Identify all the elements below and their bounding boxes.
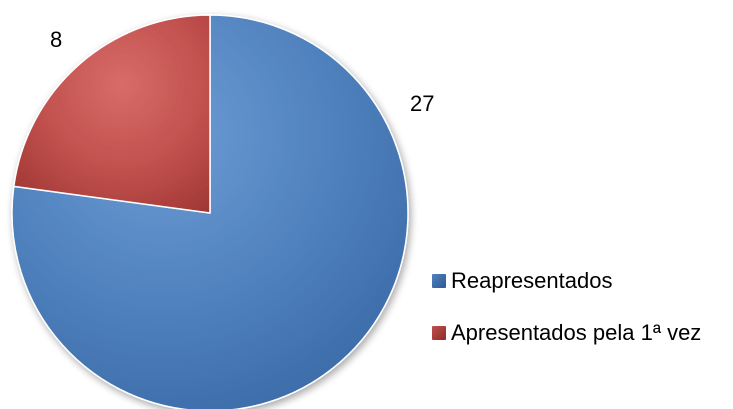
pie-slice-apresentados-pela-1-vez: [13, 14, 211, 214]
pie-slices: [11, 14, 409, 409]
legend-label-reapresentados: Reapresentados: [451, 268, 613, 293]
legend-label-apresentados: Apresentados pela 1ª vez: [451, 320, 702, 345]
legend-swatch-blue-icon: [432, 274, 446, 288]
legend-item-reapresentados: Reapresentados: [432, 264, 701, 298]
data-label-reapresentados: 27: [410, 91, 434, 116]
legend-item-apresentados: Apresentados pela 1ª vez: [432, 316, 701, 350]
data-label-apresentados: 8: [50, 27, 62, 52]
chart-legend: Reapresentados Apresentados pela 1ª vez: [432, 264, 701, 368]
pie-slice-reapresentados: [11, 14, 409, 409]
legend-swatch-red-icon: [432, 326, 446, 340]
